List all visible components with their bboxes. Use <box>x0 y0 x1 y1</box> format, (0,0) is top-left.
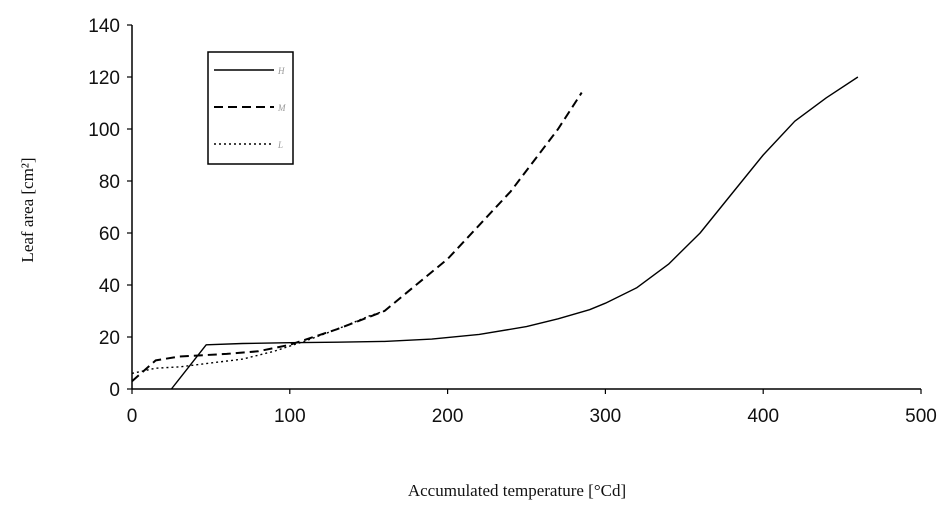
y-tick-label: 100 <box>88 120 120 141</box>
y-tick-label: 80 <box>99 172 120 193</box>
y-tick-label: 40 <box>99 276 120 297</box>
axes <box>131 25 921 390</box>
x-axis-ticks: 0 100 200 300 400 500 <box>127 389 937 427</box>
y-tick-label: 140 <box>88 16 120 37</box>
series-line-l <box>131 310 385 375</box>
x-tick-label: 0 <box>127 406 138 427</box>
series-layer <box>131 76 859 390</box>
y-tick-label: 60 <box>99 224 120 245</box>
series-line-m <box>131 92 583 382</box>
legend: H M L <box>207 51 294 165</box>
y-tick-label: 0 <box>109 380 120 401</box>
x-tick-label: 400 <box>747 406 779 427</box>
legend-label-l: L <box>277 140 283 150</box>
y-tick-label: 20 <box>99 328 120 349</box>
x-tick-label: 100 <box>274 406 306 427</box>
x-axis-title: Accumulated temperature [°Cd] <box>408 481 626 500</box>
y-axis-ticks: 0 20 40 60 80 100 120 140 <box>88 16 132 401</box>
x-tick-label: 300 <box>590 406 622 427</box>
legend-label-h: H <box>277 66 285 76</box>
y-tick-label: 120 <box>88 68 120 89</box>
x-tick-label: 200 <box>432 406 464 427</box>
legend-label-m: M <box>277 103 286 113</box>
y-axis-title: Leaf area [cm²] <box>18 157 37 262</box>
x-tick-label: 500 <box>905 406 937 427</box>
